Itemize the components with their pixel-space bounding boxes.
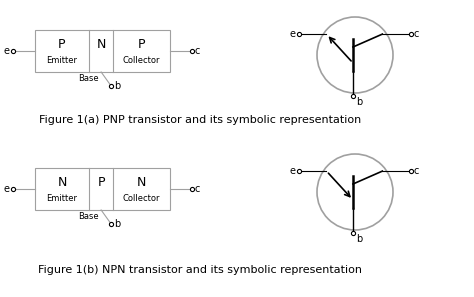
Text: b: b [356,234,362,244]
Text: Collector: Collector [123,194,160,203]
Text: Base: Base [79,74,99,83]
Text: P: P [97,176,105,189]
Text: Collector: Collector [123,56,160,65]
Text: N: N [137,176,146,189]
Text: P: P [58,38,66,51]
Text: e: e [290,166,296,176]
Text: b: b [114,219,120,229]
Text: b: b [114,81,120,91]
Text: Figure 1(b) NPN transistor and its symbolic representation: Figure 1(b) NPN transistor and its symbo… [38,265,362,275]
Text: N: N [57,176,67,189]
Text: c: c [195,184,201,194]
Bar [35,168,170,210]
Text: e: e [4,184,10,194]
Text: Emitter: Emitter [46,194,78,203]
Text: Emitter: Emitter [46,56,78,65]
Text: P: P [138,38,146,51]
Text: c: c [195,46,201,56]
Text: b: b [356,97,362,107]
Text: Figure 1(a) PNP transistor and its symbolic representation: Figure 1(a) PNP transistor and its symbo… [39,115,361,125]
Text: N: N [97,38,106,51]
Text: c: c [414,29,419,39]
Text: e: e [4,46,10,56]
Bar [35,30,170,72]
Text: e: e [290,29,296,39]
Text: c: c [414,166,419,176]
Text: Base: Base [79,212,99,221]
